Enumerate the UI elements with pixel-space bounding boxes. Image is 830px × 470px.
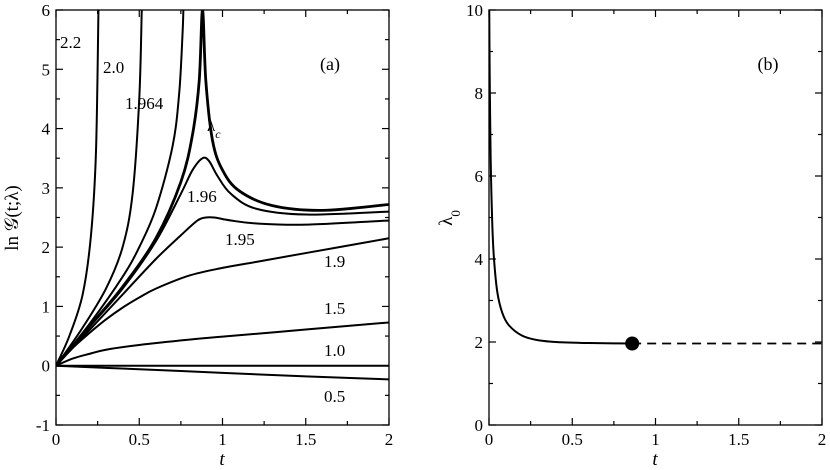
label-1.95: 1.95 (225, 230, 255, 249)
y-tick-label: 1 (42, 297, 51, 316)
series-1.95 (56, 216, 389, 367)
y-tick-label: 6 (475, 167, 484, 186)
label-2.0: 2.0 (103, 58, 124, 77)
label-1.0: 1.0 (324, 341, 345, 360)
x-tick-label: 1 (651, 430, 660, 449)
label-1.5: 1.5 (324, 299, 345, 318)
panel-b-ylabel: λ0 (436, 210, 463, 226)
panel-a-curve-labels: 2.2 2.0 1.964 λc 1.96 1.95 1.9 1.5 1.0 0… (60, 33, 345, 406)
label-1.96: 1.96 (187, 187, 217, 206)
y-tick-label: 5 (42, 60, 51, 79)
series-2.2 (56, 10, 100, 367)
y-tick-label: 6 (42, 1, 51, 20)
y-tick-label: 2 (42, 238, 51, 257)
panel-a-xlabel: t (219, 449, 225, 470)
x-tick-label: 2 (818, 430, 827, 449)
x-tick-label: 0 (52, 430, 61, 449)
series-0 (489, 10, 633, 345)
label-lambda-c: λc (207, 116, 221, 141)
series-1.5 (56, 321, 389, 367)
y-tick-label: 0 (42, 357, 51, 376)
y-tick-label: 10 (466, 1, 483, 20)
panel-b-ticks: 0 0.5 1 1.5 2 0 2 4 6 8 10 (466, 1, 826, 449)
panel-a-label: (a) (320, 54, 340, 75)
panel-a-ylabel: ln 𝒢(t;λ) (2, 185, 23, 250)
y-tick-label: -1 (36, 416, 50, 435)
x-tick-label: 1.5 (728, 430, 749, 449)
x-tick-label: 1 (218, 430, 227, 449)
series-1.9 (56, 237, 389, 367)
label-1.964: 1.964 (125, 94, 164, 113)
panel-b-curves (489, 10, 822, 351)
panel-b-label: (b) (758, 54, 779, 75)
y-tick-label: 2 (475, 333, 484, 352)
panel-b-xlabel: t (652, 449, 658, 470)
y-tick-label: 8 (475, 84, 484, 103)
x-tick-label: 1.5 (295, 430, 316, 449)
y-tick-label: 0 (475, 416, 484, 435)
transition-point-marker (625, 336, 640, 351)
label-0.5: 0.5 (324, 387, 345, 406)
label-2.2: 2.2 (60, 33, 81, 52)
series-0.5 (56, 364, 389, 381)
panel-b: 0 0.5 1 1.5 2 0 2 4 6 8 10 (b) t λ0 (436, 1, 826, 470)
series-cc (56, 10, 389, 367)
x-tick-label: 0.5 (129, 430, 150, 449)
y-tick-label: 3 (42, 179, 51, 198)
x-tick-label: 0.5 (562, 430, 583, 449)
y-tick-label: 4 (42, 120, 51, 139)
series-2.0 (56, 10, 143, 367)
series-1.964 (56, 10, 185, 367)
x-tick-label: 0 (485, 430, 494, 449)
panel-a-curves (56, 10, 389, 381)
y-tick-label: 4 (475, 250, 484, 269)
label-1.9: 1.9 (324, 252, 345, 271)
x-tick-label: 2 (385, 430, 394, 449)
